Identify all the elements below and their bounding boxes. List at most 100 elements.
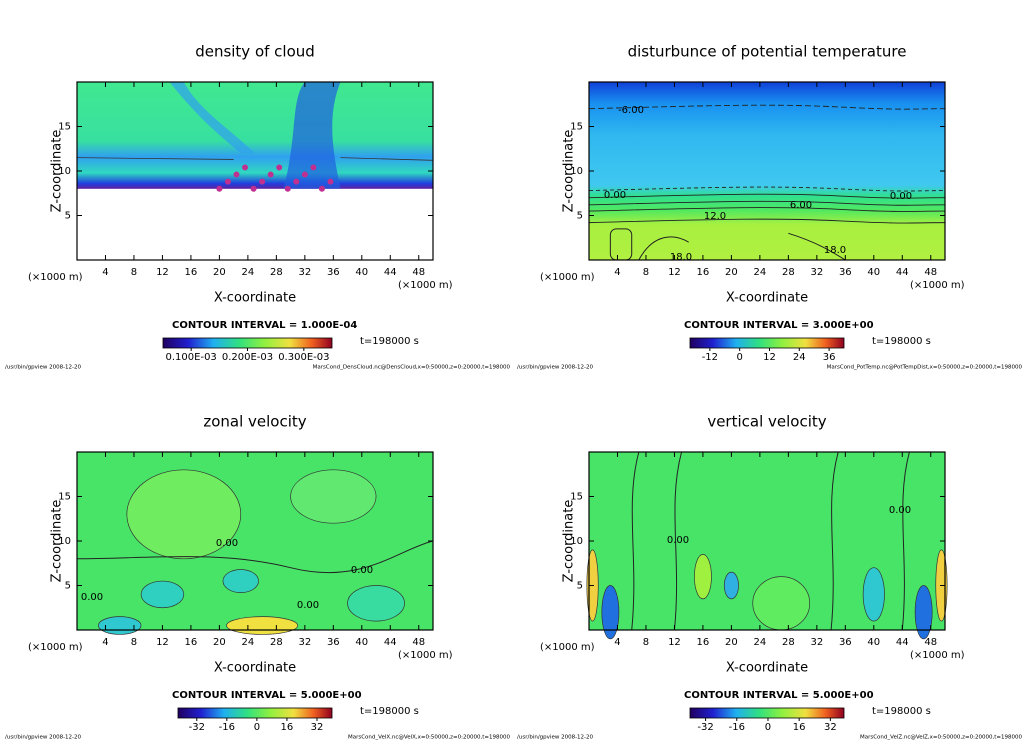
footer-right: MarsCond_DensCloud.nc@DensCloud,x=0:5000… xyxy=(313,365,511,371)
blob xyxy=(862,567,885,622)
x-tick-label: 12 xyxy=(668,637,681,648)
contour-interval: CONTOUR INTERVAL = 1.000E-04 xyxy=(172,320,357,331)
colorbar-tick-label: 24 xyxy=(793,352,806,363)
x-tick-label: 12 xyxy=(156,267,169,278)
footer-left: /usr/bin/gpview 2008-12-20 xyxy=(5,365,82,371)
x-axis-label: X-coordinate xyxy=(214,291,296,306)
colorbar-tick-label: -16 xyxy=(219,722,235,733)
cloud-cell xyxy=(216,185,223,192)
blob xyxy=(601,585,620,640)
colorbar-tick-label: 32 xyxy=(311,722,324,733)
x-tick-label: 48 xyxy=(412,637,425,648)
y-tick-label: 10 xyxy=(58,166,71,177)
contour-label: 18.0 xyxy=(670,252,692,263)
x-tick-label: 48 xyxy=(412,267,425,278)
x-tick-label: 40 xyxy=(867,637,880,648)
cloud-cell xyxy=(293,178,300,185)
y-tick-label: 15 xyxy=(58,122,71,133)
x-tick-label: 40 xyxy=(355,267,368,278)
cloud-cell xyxy=(259,178,266,185)
footer-right: MarsCond_VelZ.nc@VelZ,x=0:50000,z=0:2000… xyxy=(860,735,1023,741)
blob xyxy=(226,616,299,635)
colorbar-tick-label: 0.300E-03 xyxy=(278,352,329,363)
x-tick-label: 36 xyxy=(327,637,340,648)
plume xyxy=(169,82,255,154)
colorbar-tick-label: 12 xyxy=(763,352,776,363)
x-tick-label: 8 xyxy=(131,637,137,648)
x-unit: (×1000 m) xyxy=(540,642,595,653)
contour xyxy=(638,232,846,261)
x-tick-label: 28 xyxy=(782,267,795,278)
x-tick-label: 24 xyxy=(242,267,255,278)
x-tick-label: 44 xyxy=(896,267,909,278)
x-tick-label: 24 xyxy=(754,267,767,278)
footer-left: /usr/bin/gpview 2008-12-20 xyxy=(517,735,594,741)
y-tick-label: 15 xyxy=(570,122,583,133)
y-tick-label: 5 xyxy=(65,211,71,222)
contour-label: 6.00 xyxy=(790,200,812,211)
colorbar-tick-label: 0.200E-03 xyxy=(222,352,273,363)
colorbar xyxy=(689,707,845,719)
cloud-cell xyxy=(276,164,283,171)
footer-left: /usr/bin/gpview 2008-12-20 xyxy=(5,735,82,741)
x-tick-label: 36 xyxy=(839,267,852,278)
x-tick-label: 40 xyxy=(355,637,368,648)
colorbar xyxy=(162,337,333,349)
cloud-cell xyxy=(327,178,334,185)
y-axis-label: Z-coordinate xyxy=(50,500,65,583)
x-axis-label: X-coordinate xyxy=(214,661,296,676)
y-tick-label: 10 xyxy=(570,536,583,547)
x-axis-label: X-coordinate xyxy=(726,661,808,676)
y-tick-label: 15 xyxy=(58,492,71,503)
x-tick-label: 8 xyxy=(643,267,649,278)
y-tick-label: 5 xyxy=(577,211,583,222)
colorbar-tick-label: 0 xyxy=(736,352,742,363)
colorbar-tick-label: 0.100E-03 xyxy=(166,352,217,363)
colorbar-tick-label: 16 xyxy=(793,722,806,733)
x-tick-label: 8 xyxy=(643,637,649,648)
x-tick-label: 44 xyxy=(896,637,909,648)
footer-right: MarsCond_VelX.nc@VelX,x=0:50000,z=0:2000… xyxy=(348,735,511,741)
cloud-cell xyxy=(284,185,291,192)
blob xyxy=(290,469,377,524)
x-tick-label: 16 xyxy=(697,267,710,278)
contour-label: 12.0 xyxy=(704,211,726,222)
x-tick-label: 4 xyxy=(102,267,108,278)
colorbar-tick-label: -16 xyxy=(729,722,745,733)
cloud-cell xyxy=(233,171,240,178)
contour xyxy=(588,193,946,199)
colorbar-tick-label: -32 xyxy=(189,722,205,733)
y-tick-label: 10 xyxy=(570,166,583,177)
contour-interval: CONTOUR INTERVAL = 3.000E+00 xyxy=(684,320,874,331)
contour xyxy=(588,207,946,212)
chart-title: density of cloud xyxy=(195,43,315,61)
cloud-cell xyxy=(250,185,257,192)
contour-label: 0.00 xyxy=(890,191,912,202)
contour-label: -6.00 xyxy=(618,105,644,116)
contour xyxy=(588,200,946,206)
cloud-cell xyxy=(301,171,308,178)
y-tick-label: 5 xyxy=(577,581,583,592)
x-unit: (×1000 m) xyxy=(28,642,83,653)
x-tick-label: 12 xyxy=(668,267,681,278)
chart-title: vertical velocity xyxy=(707,413,826,431)
cloud-cell xyxy=(318,185,325,192)
contour-label: 0.00 xyxy=(216,538,238,549)
x-unit: (×1000 m) xyxy=(910,280,965,291)
contour-interval: CONTOUR INTERVAL = 5.000E+00 xyxy=(684,690,874,701)
x-tick-label: 8 xyxy=(131,267,137,278)
blob xyxy=(914,585,933,640)
colorbar-tick-label: 0 xyxy=(254,722,260,733)
x-tick-label: 32 xyxy=(810,267,823,278)
x-tick-label: 20 xyxy=(725,267,738,278)
cloud-cell xyxy=(267,171,274,178)
cloud-cell xyxy=(310,164,317,171)
panel: -6.00 0.00 0.00 6.00 12.0 18.0 18.0 disturbunce… xyxy=(517,43,1022,371)
blob xyxy=(98,616,142,635)
blob xyxy=(347,585,405,622)
contour xyxy=(76,540,434,573)
